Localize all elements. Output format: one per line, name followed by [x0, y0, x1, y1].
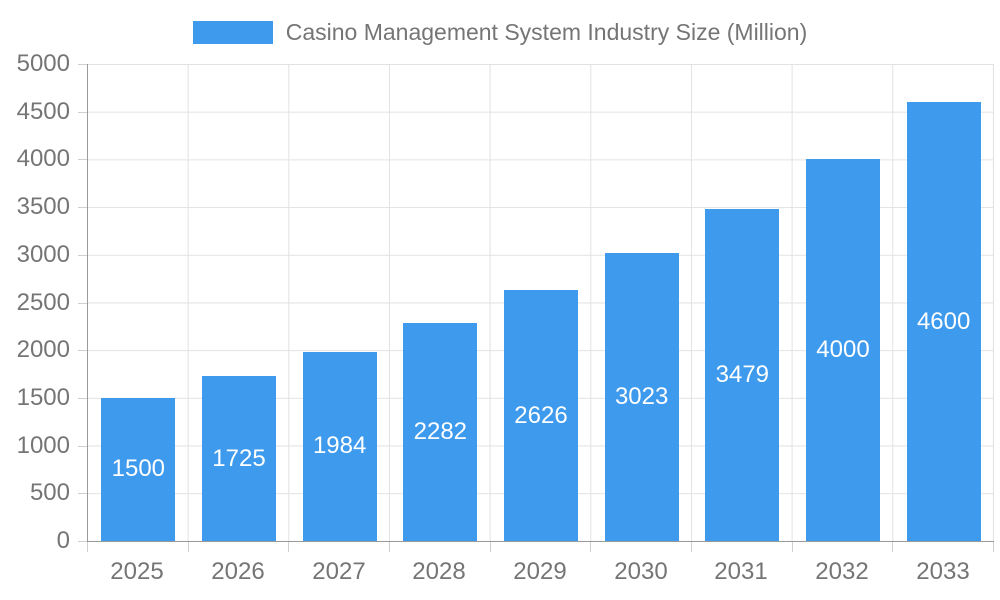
- x-axis-tick: [993, 542, 994, 552]
- legend[interactable]: Casino Management System Industry Size (…: [0, 19, 1000, 46]
- x-axis-label-2028: 2028: [412, 558, 466, 585]
- y-axis-tick-label: 3000: [16, 241, 70, 268]
- bar-2030[interactable]: 3023: [604, 252, 679, 541]
- bar-2031[interactable]: 3479: [705, 209, 780, 541]
- bar-value-label: 1500: [111, 455, 166, 483]
- y-axis-tick: [78, 446, 87, 447]
- y-axis-tick-label: 2000: [16, 336, 70, 363]
- y-axis-tick: [78, 398, 87, 399]
- bar-2025[interactable]: 1500: [101, 397, 176, 541]
- bar-value-label: 1725: [212, 444, 266, 472]
- x-axis-tick: [288, 542, 289, 552]
- y-axis-tick: [78, 64, 87, 65]
- x-axis-tick: [87, 542, 88, 552]
- plot-area: 1500 1725 1984 2282 2626 3023 3479 4000 4600: [87, 64, 994, 542]
- bar-value-label: 4600: [916, 307, 971, 335]
- y-axis-tick-label: 500: [29, 479, 70, 506]
- x-axis-label-2030: 2030: [614, 558, 668, 585]
- x-axis-tick: [892, 542, 893, 552]
- y-axis-tick: [78, 303, 87, 304]
- bar-value-label: 1984: [312, 432, 367, 460]
- x-axis-label-2026: 2026: [211, 558, 265, 585]
- y-axis-tick: [78, 541, 87, 542]
- y-axis-tick: [78, 112, 87, 113]
- y-axis-tick-label: 3500: [16, 193, 70, 220]
- x-axis-tick: [691, 542, 692, 552]
- x-axis-tick: [792, 542, 793, 552]
- y-axis-tick-label: 2500: [16, 289, 70, 316]
- y-axis-tick-label: 0: [56, 527, 70, 554]
- y-axis-tick-label: 4500: [16, 98, 70, 125]
- bar-value-label: 4000: [816, 336, 870, 364]
- y-axis-tick-label: 1000: [16, 432, 70, 459]
- y-axis-tick: [78, 159, 87, 160]
- x-axis-tick: [490, 542, 491, 552]
- legend-swatch[interactable]: [192, 21, 273, 44]
- bar-2033[interactable]: 4600: [906, 102, 981, 541]
- x-axis-label-2031: 2031: [714, 558, 768, 585]
- bar-value-label: 2282: [413, 418, 468, 446]
- y-axis-tick: [78, 207, 87, 208]
- bar-value-label: 3023: [614, 382, 669, 410]
- bar-2026[interactable]: 1725: [201, 376, 276, 541]
- y-axis-tick-label: 1500: [16, 384, 70, 411]
- x-axis-tick: [188, 542, 189, 552]
- bar-2032[interactable]: 4000: [806, 159, 880, 541]
- x-axis-label-2033: 2033: [916, 558, 970, 585]
- bar-2027[interactable]: 1984: [302, 351, 377, 541]
- x-axis-label-2025: 2025: [110, 558, 164, 585]
- bar-value-label: 3479: [715, 361, 770, 389]
- y-axis-tick: [78, 255, 87, 256]
- x-axis-tick: [590, 542, 591, 552]
- bar-2029[interactable]: 2626: [504, 290, 578, 541]
- x-axis-label-2032: 2032: [815, 558, 869, 585]
- x-axis-label-2029: 2029: [513, 558, 567, 585]
- y-axis-tick: [78, 350, 87, 351]
- bar-2028[interactable]: 2282: [403, 323, 478, 541]
- y-axis-tick-label: 5000: [16, 50, 70, 77]
- x-axis-label-2027: 2027: [312, 558, 366, 585]
- legend-label: Casino Management System Industry Size (…: [285, 19, 808, 45]
- x-axis-tick: [389, 542, 390, 552]
- bar-value-label: 2626: [514, 401, 568, 429]
- y-axis-tick: [78, 493, 87, 494]
- y-axis-tick-label: 4000: [16, 145, 70, 172]
